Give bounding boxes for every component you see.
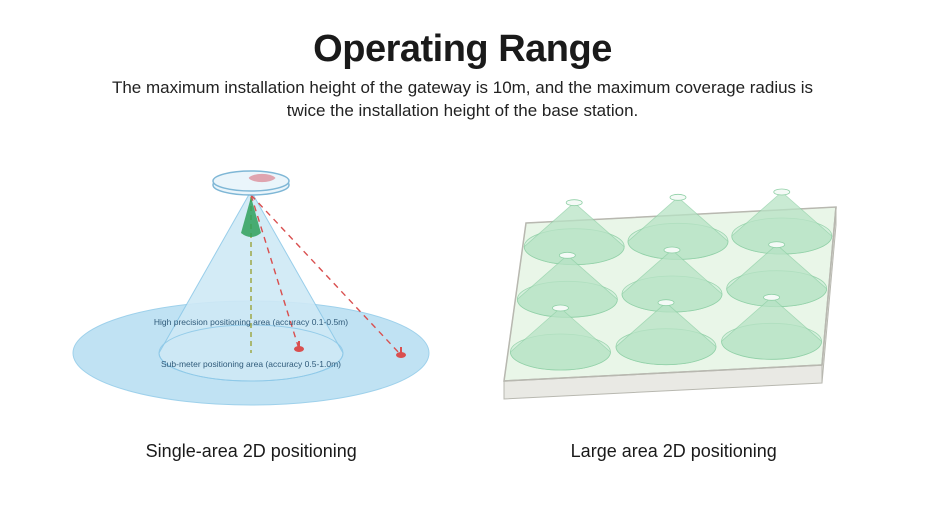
large-area-caption: Large area 2D positioning [571,441,777,462]
label-high-precision: High precision positioning area (accurac… [154,317,348,327]
figure-single-area: High precision positioning area (accurac… [60,163,443,462]
single-area-caption: Single-area 2D positioning [146,441,357,462]
figure-large-area: Large area 2D positioning [483,163,866,462]
large-area-diagram [484,163,864,423]
page-title: Operating Range [313,28,612,71]
page-subtitle: The maximum installation height of the g… [103,77,823,123]
figures-row: High precision positioning area (accurac… [60,163,865,520]
single-area-diagram: High precision positioning area (accurac… [61,163,441,423]
label-sub-meter: Sub-meter positioning area (accuracy 0.5… [161,359,341,369]
